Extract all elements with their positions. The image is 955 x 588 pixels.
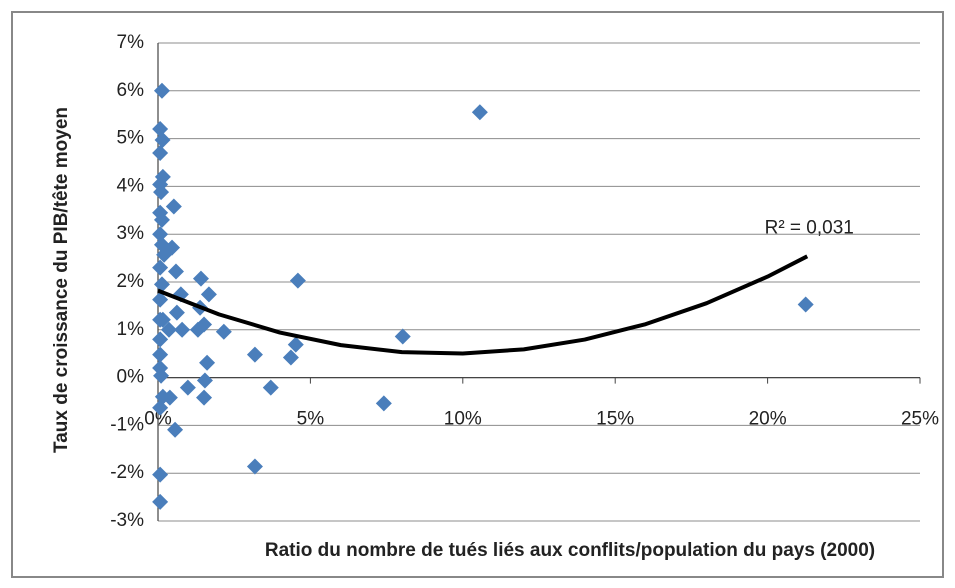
point	[471, 104, 488, 121]
point	[246, 346, 263, 363]
point	[156, 246, 173, 263]
trendline	[157, 254, 809, 356]
point	[153, 82, 170, 99]
y-tick-label: 6%	[117, 80, 145, 101]
y-tick-label: -3%	[110, 510, 144, 531]
x-axis-title: Ratio du nombre de tués liés aux conflit…	[265, 540, 875, 561]
x-tick-label: 15%	[596, 409, 634, 430]
point	[394, 328, 411, 345]
y-tick-label: -2%	[110, 462, 144, 483]
x-tick-label: 0%	[144, 409, 172, 430]
point	[154, 132, 171, 149]
point	[160, 321, 177, 338]
y-axis-title: Taux de croissance du PIB/tête moyen	[51, 107, 72, 453]
point	[154, 311, 171, 328]
y-tick-label: -1%	[110, 414, 144, 435]
point	[167, 421, 184, 438]
point	[192, 270, 209, 287]
point	[246, 458, 263, 475]
x-tick-label: 5%	[297, 409, 325, 430]
point	[152, 346, 169, 363]
y-tick-label: 1%	[117, 319, 145, 340]
y-tick-label: 2%	[117, 271, 145, 292]
point	[168, 304, 185, 321]
y-tick-label: 5%	[117, 128, 145, 149]
point	[152, 144, 169, 161]
chart-frame	[11, 11, 944, 578]
point	[161, 389, 178, 406]
point	[289, 272, 306, 289]
point	[189, 321, 206, 338]
point	[153, 184, 170, 201]
y-tick-label: 0%	[117, 367, 145, 388]
point	[152, 121, 169, 138]
point	[153, 367, 170, 384]
point	[165, 198, 182, 215]
point	[152, 493, 169, 510]
point	[287, 336, 304, 353]
point	[196, 389, 213, 406]
point	[262, 379, 279, 396]
point	[375, 395, 392, 412]
point	[797, 296, 814, 313]
point	[152, 331, 169, 348]
point	[167, 263, 184, 280]
point	[200, 286, 217, 303]
point	[152, 399, 169, 416]
point	[215, 323, 232, 340]
point	[152, 291, 169, 308]
x-tick-label: 10%	[444, 409, 482, 430]
point	[199, 354, 216, 371]
point	[152, 466, 169, 483]
x-tick-label: 25%	[901, 409, 939, 430]
point	[179, 379, 196, 396]
point	[153, 211, 170, 228]
x-tick-label: 20%	[749, 409, 787, 430]
trendline-label: R² = 0,031	[765, 217, 854, 238]
point	[152, 259, 169, 276]
point	[282, 349, 299, 366]
y-tick-label: 3%	[117, 223, 145, 244]
y-tick-label: 4%	[117, 175, 145, 196]
point	[174, 321, 191, 338]
point	[153, 276, 170, 293]
point	[196, 372, 213, 389]
point	[152, 226, 169, 243]
y-tick-label: 7%	[117, 32, 145, 53]
